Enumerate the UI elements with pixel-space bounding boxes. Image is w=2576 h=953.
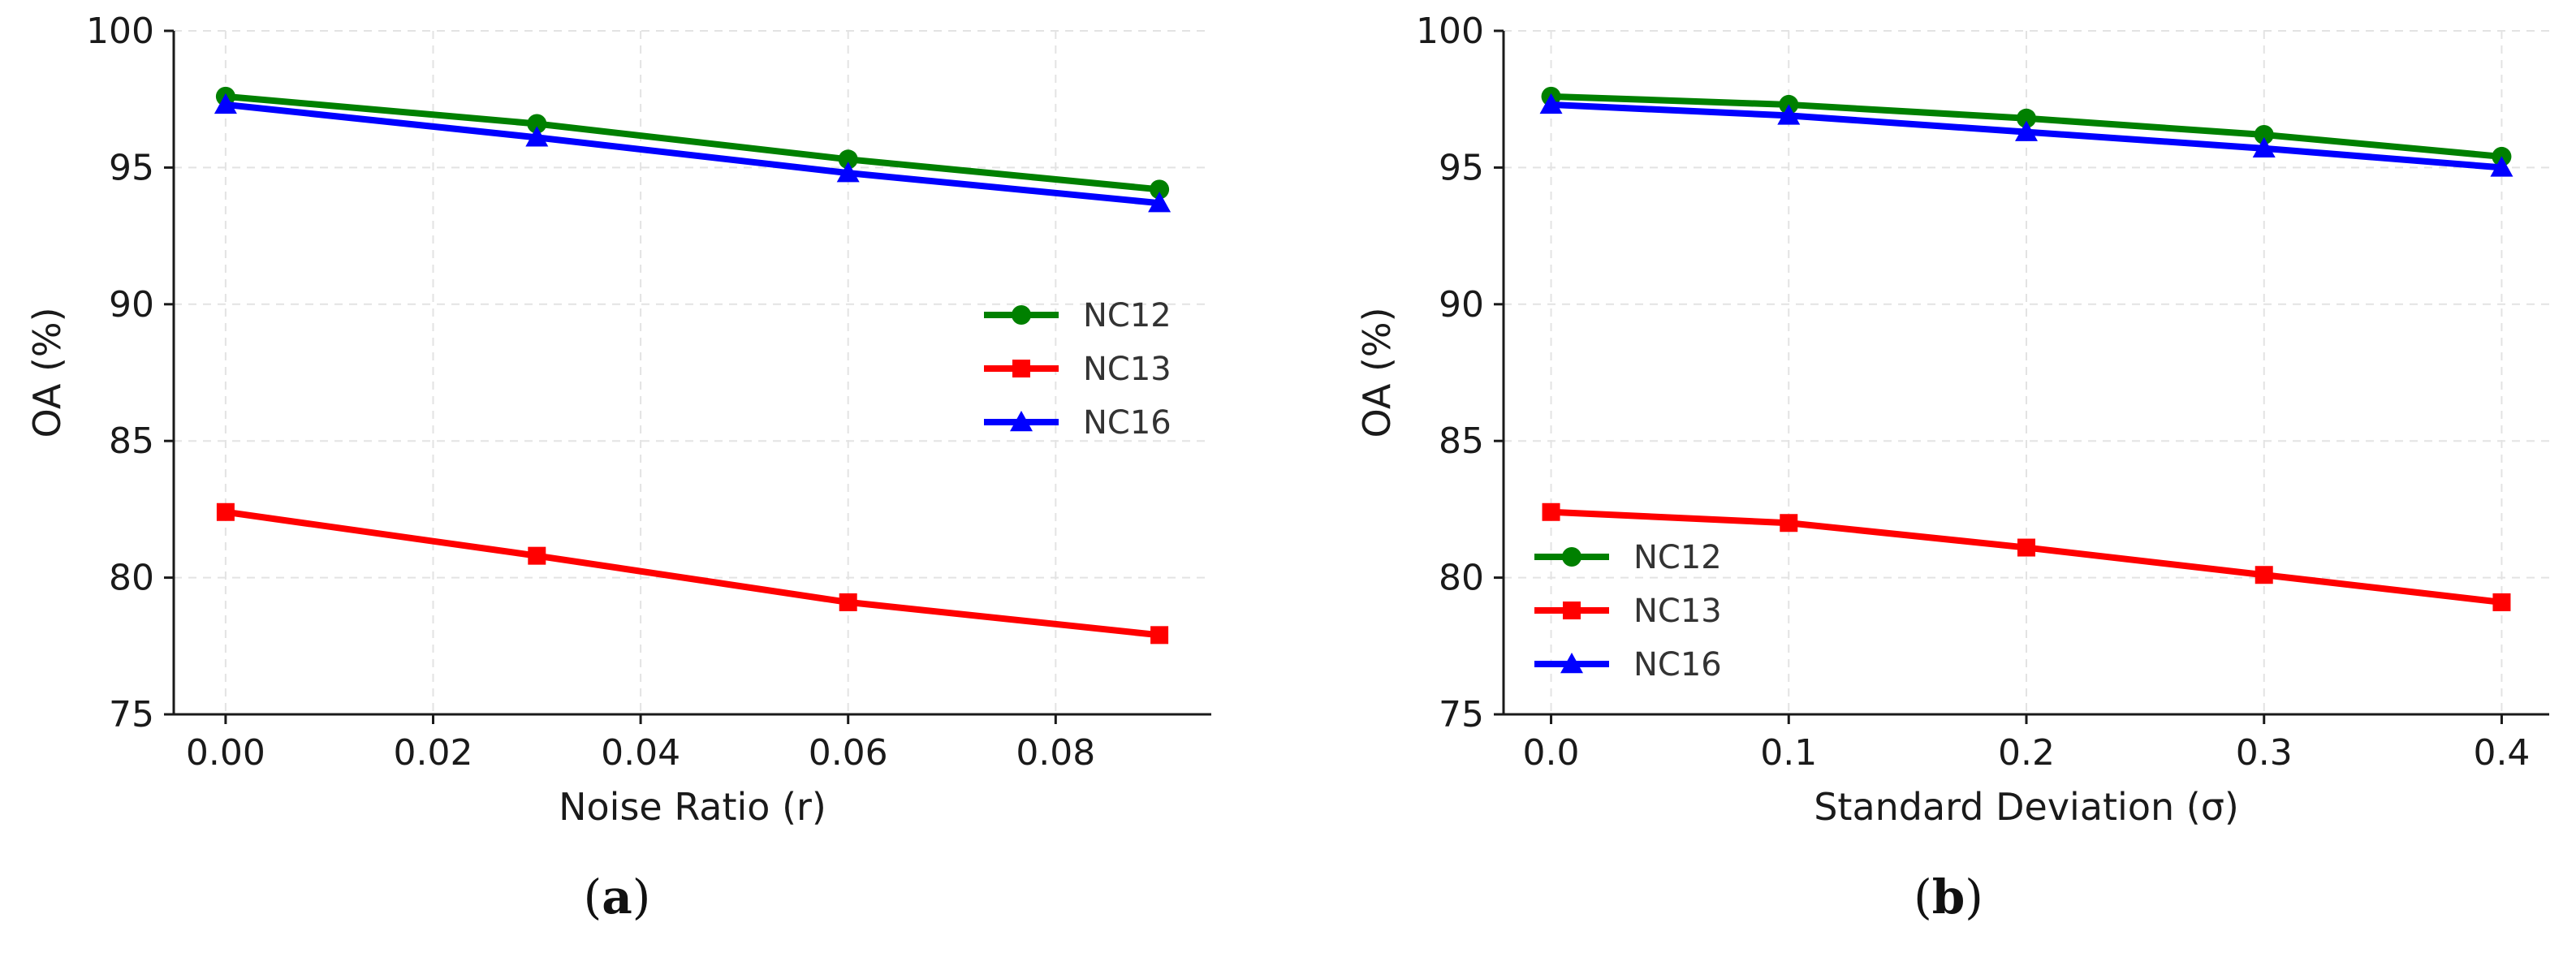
data-point-nc16 bbox=[1148, 192, 1171, 213]
y-tick-label: 80 bbox=[1439, 558, 1484, 599]
series-nc12 bbox=[1541, 86, 2512, 166]
gridlines bbox=[1504, 30, 2549, 715]
chart-panel-a: 0.00 0.02 0.04 0.06 0.08 75 80 85 90 95 100 Noise R… bbox=[25, 11, 1211, 925]
data-point-nc16 bbox=[1777, 104, 1801, 125]
y-tick-label: 75 bbox=[1439, 694, 1484, 735]
legend: NC12 NC13 NC16 bbox=[984, 297, 1171, 442]
series-line-nc13 bbox=[225, 508, 1160, 639]
y-tick-label: 85 bbox=[1439, 420, 1484, 462]
y-tick-label: 85 bbox=[109, 420, 154, 462]
legend-item-nc16: NC16 bbox=[984, 404, 1171, 442]
y-tick-label: 100 bbox=[1416, 11, 1484, 52]
legend-marker bbox=[1560, 653, 1583, 674]
chart-panel-b: 0.0 0.1 0.2 0.3 0.4 75 80 85 90 95 100 Standard Dev… bbox=[1355, 11, 2549, 925]
data-point-nc16 bbox=[2490, 156, 2513, 177]
data-point-nc12 bbox=[2254, 124, 2274, 144]
x-tick-label: 0.3 bbox=[2236, 732, 2293, 774]
legend-label: NC13 bbox=[1633, 593, 1722, 630]
y-tick-label: 100 bbox=[86, 11, 154, 52]
panel-caption: (a) bbox=[584, 869, 651, 925]
legend-label: NC13 bbox=[1083, 351, 1171, 388]
legend-label: NC12 bbox=[1083, 297, 1171, 334]
gridlines bbox=[174, 30, 1211, 715]
data-point-nc12 bbox=[1150, 179, 1170, 200]
x-tick-label: 0.00 bbox=[186, 732, 265, 774]
data-point-nc13 bbox=[1542, 502, 1560, 521]
data-point-nc12 bbox=[527, 114, 547, 134]
data-point-nc16 bbox=[2015, 120, 2038, 141]
legend-label: NC16 bbox=[1633, 646, 1722, 683]
data-point-nc16 bbox=[2252, 136, 2276, 158]
x-tick-label: 0.08 bbox=[1016, 732, 1095, 774]
y-tick-label: 95 bbox=[1439, 147, 1484, 188]
x-tick-label: 0.0 bbox=[1523, 732, 1580, 774]
legend-item-nc16: NC16 bbox=[1534, 646, 1722, 683]
series-line-nc12 bbox=[225, 93, 1160, 193]
panel-caption: (b) bbox=[1914, 869, 1983, 925]
data-point-nc13 bbox=[1150, 626, 1169, 645]
legend-marker bbox=[1012, 360, 1030, 377]
x-axis-label: Noise Ratio (r) bbox=[559, 785, 826, 829]
data-point-nc13 bbox=[2255, 566, 2273, 584]
legend-item-nc12: NC12 bbox=[1534, 539, 1722, 576]
data-point-nc13 bbox=[839, 593, 857, 611]
series-line-nc16 bbox=[225, 101, 1160, 207]
series-nc16 bbox=[1539, 93, 2513, 177]
legend-item-nc13: NC13 bbox=[1534, 593, 1722, 630]
series-nc13 bbox=[216, 502, 1169, 645]
data-point-nc16 bbox=[214, 93, 237, 114]
data-point-nc13 bbox=[2017, 538, 2035, 557]
x-tick-label: 0.06 bbox=[809, 732, 888, 774]
legend-marker bbox=[1562, 547, 1581, 567]
x-tick-label: 0.1 bbox=[1760, 732, 1817, 774]
legend-marker bbox=[1563, 602, 1581, 619]
series-nc16 bbox=[214, 93, 1171, 213]
y-tick-label: 95 bbox=[109, 147, 154, 188]
x-tick-label: 0.4 bbox=[2473, 732, 2530, 774]
data-point-nc12 bbox=[2017, 108, 2036, 128]
legend-item-nc12: NC12 bbox=[984, 297, 1171, 334]
series-nc13 bbox=[1542, 502, 2511, 611]
y-tick-label: 80 bbox=[109, 558, 154, 599]
data-point-nc13 bbox=[216, 502, 235, 521]
data-point-nc13 bbox=[1780, 514, 1798, 533]
x-axis-label: Standard Deviation (σ) bbox=[1814, 785, 2239, 829]
legend-marker bbox=[1010, 411, 1033, 432]
legend-label: NC12 bbox=[1633, 539, 1722, 576]
data-point-nc13 bbox=[528, 546, 546, 565]
y-tick-label: 75 bbox=[109, 694, 154, 735]
y-tick-label: 90 bbox=[109, 284, 154, 326]
legend: NC12 NC13 NC16 bbox=[1534, 539, 1722, 683]
y-axis-label: OA (%) bbox=[25, 307, 69, 438]
legend-item-nc13: NC13 bbox=[984, 351, 1171, 388]
legend-marker bbox=[1012, 305, 1031, 325]
data-point-nc13 bbox=[2492, 593, 2511, 611]
y-axis-label: OA (%) bbox=[1355, 307, 1399, 438]
data-point-nc16 bbox=[1539, 93, 1563, 114]
x-tick-label: 0.04 bbox=[601, 732, 680, 774]
x-tick-label: 0.02 bbox=[394, 732, 473, 774]
legend-label: NC16 bbox=[1083, 404, 1171, 442]
x-tick-label: 0.2 bbox=[1998, 732, 2055, 774]
data-point-nc16 bbox=[525, 126, 549, 147]
series-nc12 bbox=[215, 86, 1170, 200]
y-tick-label: 90 bbox=[1439, 284, 1484, 326]
data-point-nc16 bbox=[836, 162, 860, 183]
data-point-nc12 bbox=[838, 149, 858, 170]
